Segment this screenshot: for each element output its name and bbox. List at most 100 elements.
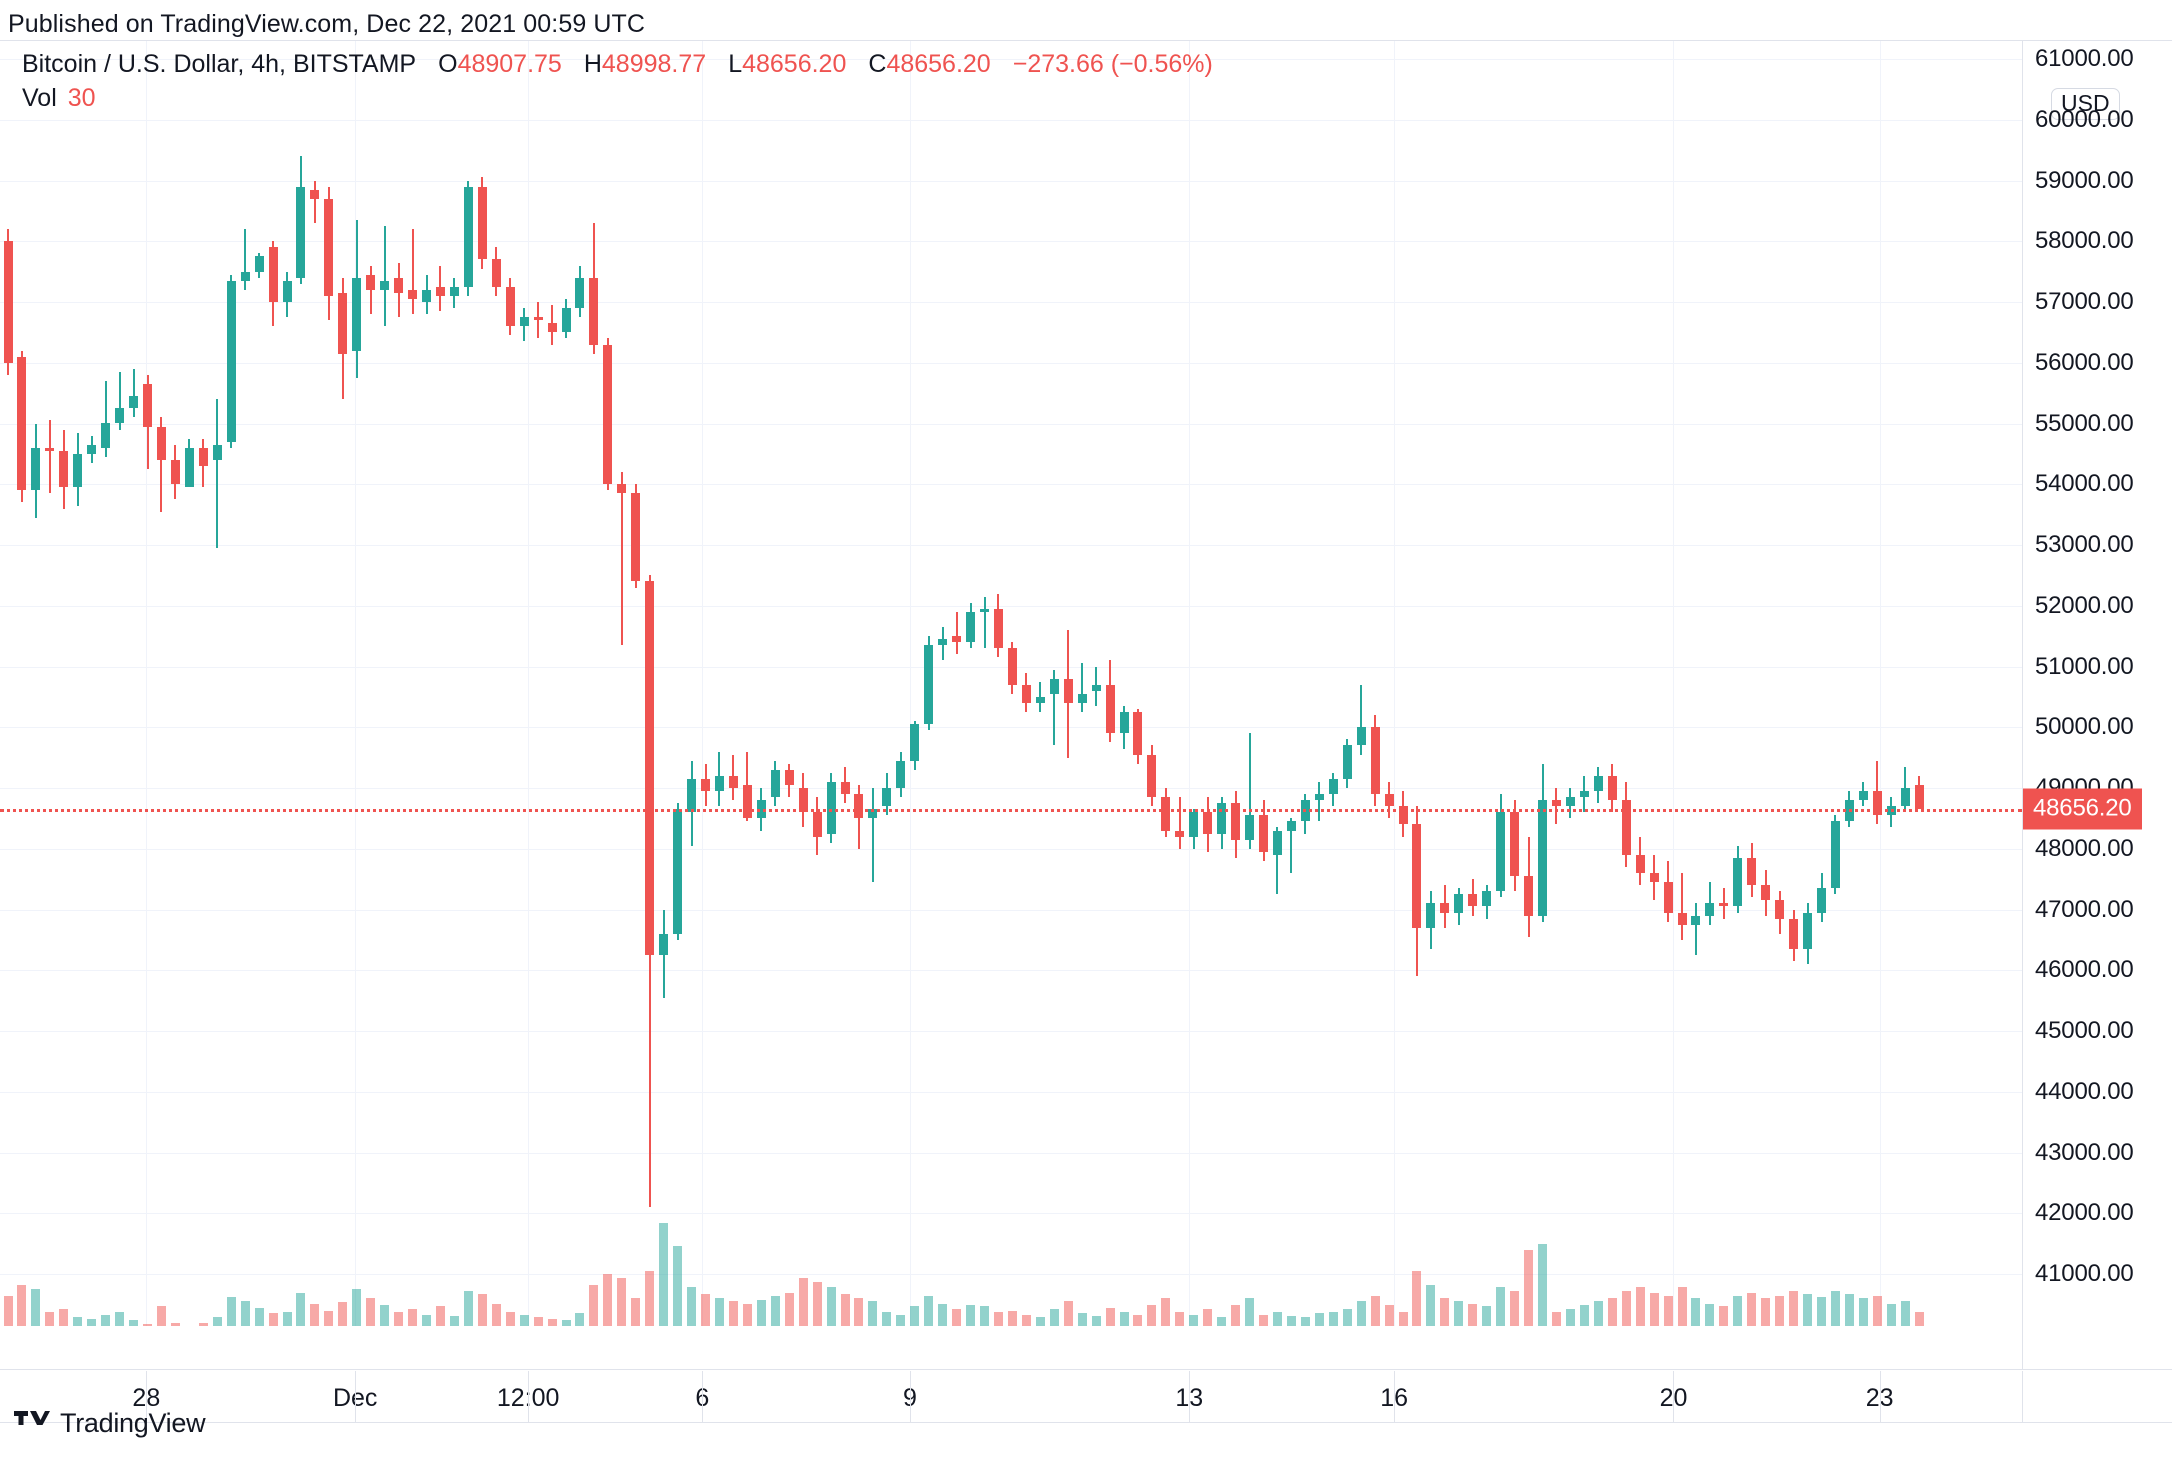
candle-body [1510,812,1520,877]
candle-body [659,933,669,956]
volume-bar [1607,1298,1617,1326]
candle-body [1203,812,1213,834]
candlestick [1621,781,1631,867]
candle-body [1789,918,1799,949]
price-tick-label: 45000.00 [2035,1017,2134,1044]
candle-body [1398,806,1408,825]
candlestick [240,229,250,290]
candle-body [505,286,515,327]
candlestick [1482,885,1492,919]
candle-body [1119,712,1129,734]
candle-wick [369,265,372,315]
candle-body [1579,791,1589,798]
volume-bar [198,1322,208,1326]
volume-bar [1761,1298,1771,1326]
candle-body [45,447,55,451]
candlestick [1412,806,1422,977]
time-axis-separator [909,1371,911,1423]
candlestick [1775,891,1785,934]
price-tick-label: 43000.00 [2035,1138,2134,1166]
volume-bar [1314,1313,1324,1326]
candle-body [1175,830,1185,837]
volume-bar [631,1298,641,1326]
candle-body [449,286,459,296]
candlestick [1872,760,1882,825]
candle-body [812,812,822,837]
candlestick [1203,797,1213,852]
price-tick-label: 60000.00 [2035,105,2134,133]
legend-low-key: L [728,50,743,78]
volume-bar [1733,1295,1743,1326]
volume-bar [1356,1301,1366,1326]
volume-bar [1007,1310,1017,1326]
candle-body [1328,778,1338,795]
candle-body [645,581,655,956]
volume-bar [826,1287,836,1326]
candlestick [1817,873,1826,922]
candle-body [408,289,418,299]
grid-line-horizontal [0,970,2022,972]
legend-high-key: H [583,50,602,78]
candle-body [547,323,557,333]
candlestick [812,797,822,855]
volume-bar [882,1311,892,1326]
legend-low-value: 48656.20 [742,50,847,78]
candle-body [1161,797,1171,831]
candle-body [728,775,738,788]
candlestick [463,180,473,296]
candle-body [268,247,278,302]
candle-body [1496,812,1506,892]
volume-bar [3,1295,13,1326]
candlestick [282,271,292,318]
chart-plot-area[interactable] [0,41,2022,1326]
candle-body [338,292,348,354]
volume-bar [1747,1292,1757,1326]
candle-body [129,396,139,409]
candle-body [366,274,376,290]
candle-body [310,189,320,199]
volume-bar [1691,1298,1701,1326]
legend-high-value: 48998.77 [601,50,707,78]
candlestick [1830,815,1840,895]
volume-bar [1077,1313,1087,1326]
candle-body [1803,912,1813,949]
volume-bar [1830,1291,1840,1326]
volume-bar [338,1302,348,1326]
candlestick [212,399,222,549]
candlestick [1803,903,1813,965]
candlestick [617,472,627,646]
candle-body [1733,857,1743,907]
candle-body [924,645,934,725]
candle-body [463,186,473,287]
price-tick-label: 58000.00 [2035,227,2134,255]
price-axis[interactable]: USD 61000.00 60000.00 59000.00 58000.00 5700… [2022,40,2172,1370]
candle-body [226,280,236,442]
candlestick [1496,794,1506,898]
volume-bar [212,1317,222,1326]
volume-bar [1844,1294,1854,1326]
volume-bar [1858,1298,1868,1326]
currency-badge[interactable]: USD [2051,88,2120,120]
volume-bar [589,1284,599,1326]
volume-bar [966,1305,976,1326]
candlestick [101,380,111,457]
candle-body [575,277,585,309]
volume-bar [756,1299,766,1326]
candlestick [17,350,27,503]
volume-bar [896,1314,906,1326]
price-tick-label: 41000.00 [2035,1260,2134,1287]
candle-body [352,277,362,351]
candle-body [1049,678,1059,694]
candlestick [882,772,892,816]
volume-bar [1231,1305,1241,1326]
volume-bar [1886,1303,1896,1326]
volume-bar [1175,1311,1185,1326]
volume-bar [1635,1287,1645,1326]
volume-bar [1217,1317,1227,1326]
grid-line-vertical [1394,41,1396,1326]
grid-line-horizontal [0,1213,2022,1215]
candle-body [31,447,41,491]
candle-body [491,259,501,287]
candle-body [1091,684,1101,691]
